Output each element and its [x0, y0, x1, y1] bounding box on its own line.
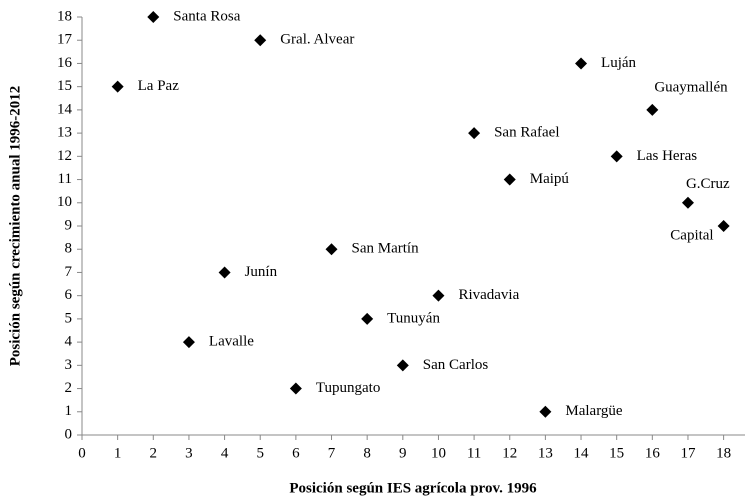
- point-label: San Rafael: [494, 125, 559, 141]
- point-label: Capital: [670, 227, 713, 243]
- point-label: Santa Rosa: [173, 8, 240, 24]
- x-tick-label: 14: [574, 445, 590, 461]
- point: [717, 220, 730, 232]
- y-tick-label: 11: [58, 171, 72, 187]
- point: [289, 382, 302, 395]
- point: [147, 11, 160, 23]
- x-tick-label: 0: [78, 445, 86, 461]
- point: [503, 173, 516, 186]
- point: [575, 57, 588, 70]
- x-tick-label: 3: [185, 445, 193, 461]
- x-tick-label: 1: [114, 445, 122, 461]
- point: [111, 80, 124, 93]
- y-tick-label: 7: [65, 264, 73, 280]
- y-tick-label: 17: [57, 32, 73, 48]
- x-tick-label: 10: [431, 445, 446, 461]
- y-tick-label: 10: [57, 194, 72, 210]
- point: [254, 34, 267, 47]
- y-tick-label: 14: [57, 101, 73, 117]
- x-tick-label: 4: [221, 445, 229, 461]
- point-label: G.Cruz: [686, 176, 730, 192]
- x-tick-label: 18: [716, 445, 731, 461]
- x-tick-label: 15: [609, 445, 624, 461]
- point: [182, 336, 195, 349]
- point: [361, 312, 374, 325]
- x-tick-label: 5: [256, 445, 264, 461]
- x-tick-label: 13: [538, 445, 553, 461]
- point-label: Rivadavia: [458, 287, 519, 303]
- point-label: La Paz: [138, 78, 180, 94]
- y-tick-label: 9: [65, 217, 73, 233]
- point: [468, 127, 481, 140]
- point-label: Guaymallén: [654, 79, 728, 95]
- y-tick-label: 15: [57, 78, 72, 94]
- point-label: Tupungato: [316, 380, 380, 396]
- y-axis-title: Posición según crecimiento anual 1996-20…: [7, 86, 23, 367]
- point-label: Las Heras: [637, 148, 698, 164]
- y-tick-label: 18: [57, 8, 72, 24]
- point-label: Lavalle: [209, 334, 254, 350]
- x-tick-label: 11: [467, 445, 481, 461]
- point: [539, 405, 552, 418]
- x-axis-title: Posición según IES agrícola prov. 1996: [289, 480, 537, 496]
- x-tick-label: 17: [680, 445, 696, 461]
- point: [610, 150, 623, 163]
- y-tick-label: 8: [65, 241, 73, 257]
- y-tick-label: 5: [65, 310, 73, 326]
- y-tick-label: 12: [57, 148, 72, 164]
- point-label: Junín: [245, 264, 278, 280]
- point-label: Maipú: [530, 171, 570, 187]
- point-label: Tunuyán: [387, 310, 440, 326]
- y-tick-label: 2: [65, 380, 73, 396]
- y-tick-label: 1: [65, 403, 73, 419]
- x-tick-label: 2: [150, 445, 158, 461]
- x-tick-label: 8: [363, 445, 371, 461]
- y-tick-label: 13: [57, 125, 72, 141]
- point: [681, 196, 694, 209]
- point: [432, 289, 445, 302]
- x-tick-label: 9: [399, 445, 407, 461]
- point: [325, 243, 338, 256]
- y-tick-label: 3: [65, 357, 73, 373]
- point-label: San Carlos: [423, 357, 489, 373]
- point: [218, 266, 231, 279]
- point: [396, 359, 409, 372]
- point-label: Malargüe: [565, 403, 623, 419]
- y-tick-label: 6: [65, 287, 73, 303]
- point-label: San Martín: [352, 241, 420, 257]
- y-tick-label: 0: [65, 426, 73, 442]
- x-tick-label: 12: [502, 445, 517, 461]
- point: [646, 103, 659, 116]
- x-tick-label: 6: [292, 445, 300, 461]
- point-label: Luján: [601, 55, 636, 71]
- y-tick-label: 16: [57, 55, 73, 71]
- y-tick-label: 4: [65, 334, 73, 350]
- x-tick-label: 16: [645, 445, 661, 461]
- x-tick-label: 7: [328, 445, 336, 461]
- point-label: Gral. Alvear: [280, 32, 354, 48]
